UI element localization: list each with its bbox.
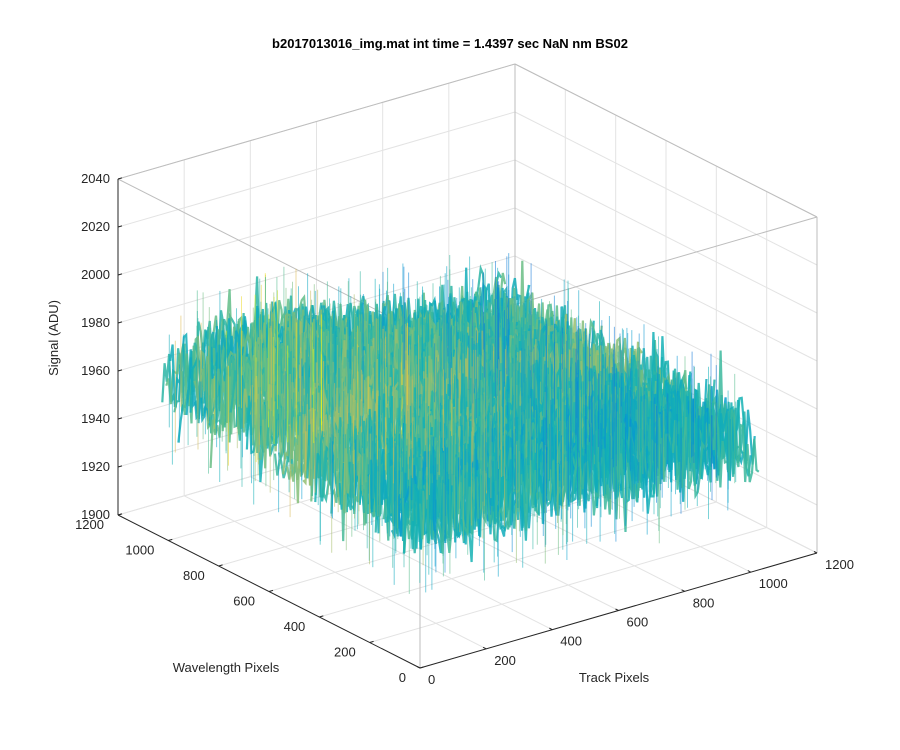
x-tick-mark: [416, 666, 421, 669]
x-tick-label: 200: [494, 653, 516, 668]
z-axis-label: Signal (ADU): [46, 300, 61, 376]
x-tick-mark: [681, 589, 685, 592]
chart-title: b2017013016_img.mat int time = 1.4397 se…: [272, 36, 628, 51]
x-tick-label: 400: [560, 634, 582, 649]
z-tick-mark: [117, 465, 123, 468]
z-tick-mark: [117, 513, 123, 516]
x-tick-label: 600: [627, 615, 649, 630]
y-tick-label: 200: [334, 645, 356, 660]
y-tick-label: 600: [233, 594, 255, 609]
x-tick-mark: [615, 608, 619, 611]
y-tick-mark: [268, 589, 274, 592]
x-tick-mark: [813, 551, 818, 554]
z-tick-mark: [117, 321, 123, 324]
x-tick-mark: [482, 646, 487, 650]
y-tick-mark: [168, 538, 173, 541]
y-tick-label: 0: [399, 670, 406, 685]
z-tick-label: 1900: [81, 507, 110, 522]
z-tick-mark: [117, 417, 123, 420]
surface-plot: [161, 253, 760, 594]
tick-labels: 0 200 400 600 800 1000 1200 0 200 400 600 800 1000 12…: [75, 171, 854, 687]
y-tick-label: 400: [284, 619, 306, 634]
x-tick-label: 800: [693, 595, 715, 610]
z-tick-label: 2040: [81, 171, 110, 186]
y-tick-label: 1000: [125, 543, 154, 558]
z-tick-label: 1980: [81, 315, 110, 330]
x-tick-mark: [747, 570, 752, 573]
y-tick-mark: [369, 640, 374, 643]
y-tick-label: 1200: [75, 517, 104, 532]
y-tick-mark: [218, 564, 223, 567]
z-tick-label: 1920: [81, 459, 110, 474]
x-tick-label: 1200: [825, 557, 854, 572]
z-tick-mark: [117, 369, 123, 372]
y-tick-label: 800: [183, 568, 205, 583]
z-tick-mark: [117, 177, 123, 180]
y-axis-label: Wavelength Pixels: [173, 660, 280, 675]
y-tick-mark: [419, 666, 425, 669]
y-tick-mark: [319, 615, 324, 618]
x-tick-label: 1000: [759, 576, 788, 591]
z-tick-label: 1940: [81, 411, 110, 426]
x-tick-label: 0: [428, 672, 435, 687]
front-axes: [117, 177, 818, 669]
z-tick-mark: [117, 225, 123, 228]
x-axis-label: Track Pixels: [579, 670, 650, 685]
z-tick-label: 2000: [81, 267, 110, 282]
x-tick-mark: [549, 627, 553, 631]
z-tick-mark: [117, 273, 123, 276]
z-tick-label: 1960: [81, 363, 110, 378]
z-tick-label: 2020: [81, 219, 110, 234]
